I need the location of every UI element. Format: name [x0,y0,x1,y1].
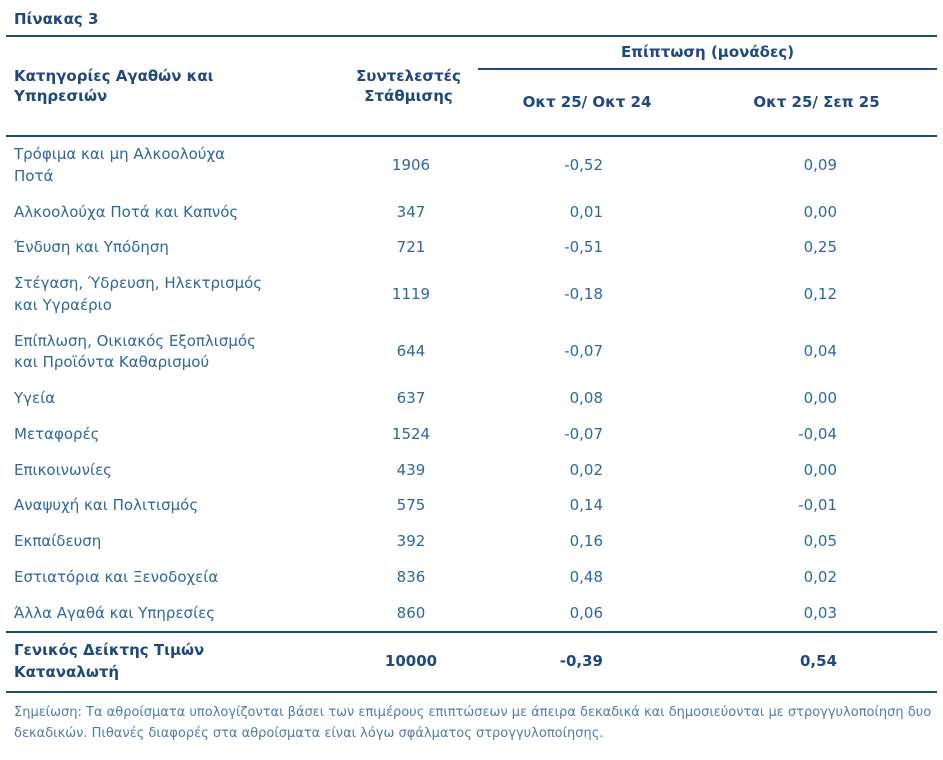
category-cell: Αναψυχή και Πολιτισμός [14,496,199,515]
yoy-cell: 0,08 [569,389,603,407]
table-row: Ένδυση και Υπόδηση 721 -0,51 0,25 [6,230,937,266]
weight-cell: 347 [396,202,426,221]
table-row: Μεταφορές 1524 -0,07 -0,04 [6,417,937,453]
weight-cell: 836 [396,567,426,586]
weight-cell: 575 [396,496,426,515]
mom-cell: 0,09 [803,155,838,174]
table-footer: Γενικός Δείκτης Τιμών Καταναλωτή 10000 -… [6,631,938,693]
category-cell: Στέγαση, Ύδρευση, Ηλεκτρισμός και Υγραέρ… [14,274,263,314]
mom-cell: 0,04 [803,342,838,361]
mom-cell: 0,02 [803,567,838,586]
category-cell: Αλκοολούχα Ποτά και Καπνός [14,202,239,221]
yoy-cell: -0,07 [564,424,603,443]
mom-cell: 0,00 [803,202,838,221]
table-row: Αναψυχή και Πολιτισμός 575 0,14 -0,01 [6,488,937,524]
yoy-cell: 0,48 [569,567,603,586]
col-header-oct25-oct24: Οκτ 25/ Οκτ 24 [478,69,696,137]
yoy-cell: -0,18 [564,284,603,303]
table-row: Εκπαίδευση 392 0,16 0,05 [6,524,937,560]
col-header-oct25-sep25: Οκτ 25/ Σεπ 25 [696,69,938,137]
footnote: Σημείωση: Τα αθροίσματα υπολογίζονται βά… [14,704,932,741]
yoy-cell: -0,07 [564,342,603,361]
category-cell: Εκπαίδευση [14,532,102,550]
table-row: Τρόφιμα και μη Αλκοολούχα Ποτά 1906 -0,5… [6,136,937,195]
col-header-impact: Επίπτωση (μονάδες) [478,37,938,70]
mom-cell: 0,25 [803,238,838,257]
table-row: Εστιατόρια και Ξενοδοχεία 836 0,48 0,02 [6,560,937,596]
table-row: Στέγαση, Ύδρευση, Ηλεκτρισμός και Υγραέρ… [6,266,937,324]
mom-cell: 0,12 [803,284,838,303]
yoy-cell: -0,52 [564,155,603,174]
table-header: Κατηγορίες Αγαθών και Υπηρεσιών Συντελεσ… [6,37,938,137]
col-header-weights: Συντελεστές Στάθμισης [326,37,478,137]
table-row: Αλκοολούχα Ποτά και Καπνός 347 0,01 0,00 [6,195,937,231]
document-page: Πίνακας 3 Κατηγορίες Αγαθών και Υπηρεσιώ… [6,8,938,741]
table-row: Επίπλωση, Οικιακός Εξοπλισμός και Προϊόν… [6,324,937,382]
category-cell: Άλλα Αγαθά και Υπηρεσίες [14,603,216,622]
category-cell: Μεταφορές [14,424,100,443]
weight-cell: 439 [396,460,426,479]
mom-cell: 0,03 [803,603,838,622]
weight-cell: 721 [396,238,426,257]
yoy-cell: 0,02 [569,460,603,479]
category-cell: Επικοινωνίες [14,460,112,479]
col-header-categories: Κατηγορίες Αγαθών και Υπηρεσιών [6,37,326,137]
weight-cell: 1524 [391,424,431,443]
category-cell: Εστιατόρια και Ξενοδοχεία [14,567,219,586]
table-row: Υγεία 637 0,08 0,00 [6,381,937,417]
yoy-cell: 0,14 [569,496,603,515]
category-cell: Επίπλωση, Οικιακός Εξοπλισμός και Προϊόν… [14,331,256,372]
mom-cell: 0,05 [803,532,838,550]
mom-cell: -0,04 [798,424,838,443]
yoy-cell: 0,01 [569,202,603,221]
page-title: Πίνακας 3 [6,8,937,37]
category-cell: Ένδυση και Υπόδηση [14,238,169,257]
weight-cell: 1906 [391,155,431,174]
yoy-cell: 0,06 [569,603,603,622]
yoy-cell: 0,16 [569,532,603,550]
mom-cell: 0,00 [803,389,838,407]
category-cell: Τρόφιμα και μη Αλκοολούχα Ποτά [14,145,226,185]
weight-cell: 637 [396,389,426,407]
total-row: Γενικός Δείκτης Τιμών Καταναλωτή 10000 -… [6,631,938,693]
mom-cell: -0,01 [798,496,838,515]
cpi-impact-table: Κατηγορίες Αγαθών και Υπηρεσιών Συντελεσ… [6,37,938,693]
total-weight: 10000 [326,631,478,693]
table-body: Τρόφιμα και μη Αλκοολούχα Ποτά 1906 -0,5… [6,136,937,632]
table-row: Επικοινωνίες 439 0,02 0,00 [6,453,937,489]
total-yoy: -0,39 [478,631,696,693]
weight-cell: 1119 [391,284,431,303]
weight-cell: 644 [396,342,426,361]
total-label: Γενικός Δείκτης Τιμών Καταναλωτή [6,631,326,693]
table-row: Άλλα Αγαθά και Υπηρεσίες 860 0,06 0,03 [6,596,937,633]
weight-cell: 392 [396,532,426,550]
weight-cell: 860 [396,603,426,622]
yoy-cell: -0,51 [564,238,603,257]
category-cell: Υγεία [14,389,56,407]
total-mom: 0,54 [696,631,938,693]
mom-cell: 0,00 [803,460,838,479]
